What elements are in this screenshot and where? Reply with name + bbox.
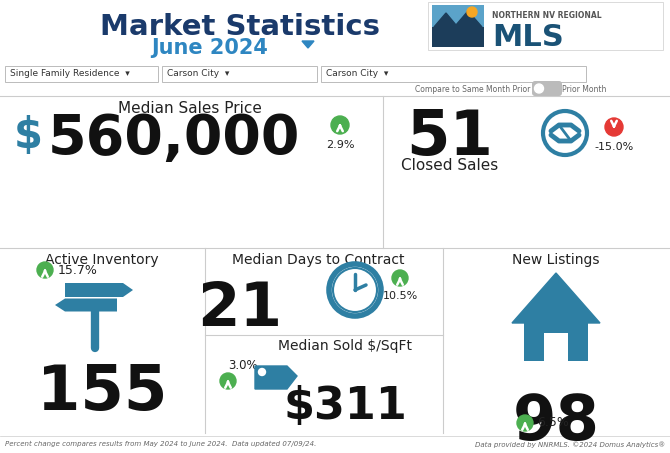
- Circle shape: [37, 262, 53, 278]
- Circle shape: [259, 368, 265, 376]
- Text: Carson City  ▾: Carson City ▾: [167, 69, 229, 78]
- Text: Median Sales Price: Median Sales Price: [118, 101, 262, 116]
- Text: 2.9%: 2.9%: [326, 140, 354, 150]
- Text: Active Inventory: Active Inventory: [45, 253, 159, 267]
- FancyBboxPatch shape: [428, 2, 663, 50]
- Text: June 2024: June 2024: [151, 38, 269, 58]
- Text: 10.5%: 10.5%: [383, 291, 417, 301]
- Bar: [544, 333, 568, 361]
- Text: Compare to Same Month Prior Year: Compare to Same Month Prior Year: [415, 85, 549, 93]
- Circle shape: [535, 84, 543, 93]
- FancyArrow shape: [65, 283, 133, 297]
- Text: Market Statistics: Market Statistics: [100, 13, 380, 41]
- FancyBboxPatch shape: [5, 66, 158, 82]
- Text: Single Family Residence  ▾: Single Family Residence ▾: [10, 69, 130, 78]
- Text: Closed Sales: Closed Sales: [401, 158, 498, 173]
- Text: Prior Month: Prior Month: [562, 85, 606, 93]
- Circle shape: [331, 116, 349, 134]
- Text: -15.0%: -15.0%: [594, 142, 634, 152]
- Text: $311: $311: [283, 385, 407, 428]
- FancyBboxPatch shape: [162, 66, 317, 82]
- Text: Carson City  ▾: Carson City ▾: [326, 69, 389, 78]
- Text: 155: 155: [37, 363, 168, 423]
- Polygon shape: [302, 41, 314, 48]
- Polygon shape: [512, 273, 600, 323]
- Polygon shape: [434, 11, 482, 27]
- Text: Percent change compares results from May 2024 to June 2024.  Data updated 07/09/: Percent change compares results from May…: [5, 441, 316, 447]
- Text: 6.5%: 6.5%: [537, 416, 569, 429]
- Text: MLS: MLS: [492, 23, 563, 52]
- Bar: [432, 5, 484, 47]
- Text: 21: 21: [198, 280, 283, 339]
- Polygon shape: [255, 366, 297, 389]
- Text: NORTHERN NV REGIONAL: NORTHERN NV REGIONAL: [492, 11, 602, 20]
- Bar: [432, 5, 484, 27]
- Text: $: $: [14, 115, 43, 157]
- Text: Median Days to Contract: Median Days to Contract: [232, 253, 404, 267]
- Circle shape: [605, 118, 623, 136]
- FancyBboxPatch shape: [532, 81, 562, 96]
- Circle shape: [467, 7, 477, 17]
- Text: 51: 51: [407, 108, 493, 168]
- Text: 98: 98: [513, 393, 600, 453]
- Text: Data provided by NNRMLS. ©2024 Domus Analytics®: Data provided by NNRMLS. ©2024 Domus Ana…: [475, 441, 665, 448]
- Text: Median Sold $/SqFt: Median Sold $/SqFt: [278, 339, 412, 353]
- Text: 560,000: 560,000: [48, 112, 300, 166]
- Text: 15.7%: 15.7%: [58, 264, 98, 276]
- Bar: [524, 323, 588, 361]
- Circle shape: [392, 270, 408, 286]
- Circle shape: [517, 415, 533, 431]
- FancyArrow shape: [55, 299, 117, 312]
- FancyBboxPatch shape: [321, 66, 586, 82]
- Circle shape: [220, 373, 236, 389]
- Text: 3.0%: 3.0%: [228, 359, 258, 372]
- Text: New Listings: New Listings: [513, 253, 600, 267]
